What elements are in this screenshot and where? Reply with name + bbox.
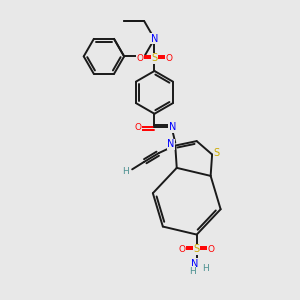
Text: O: O — [136, 54, 143, 63]
Text: O: O — [179, 245, 186, 254]
Text: O: O — [208, 245, 214, 254]
Text: N: N — [151, 34, 158, 44]
Text: N: N — [167, 139, 175, 149]
Text: O: O — [135, 123, 142, 132]
Text: S: S — [194, 244, 200, 254]
Text: H: H — [202, 264, 209, 273]
Text: H: H — [122, 167, 129, 176]
Text: S: S — [152, 53, 158, 63]
Text: O: O — [166, 54, 173, 63]
Text: S: S — [214, 148, 220, 158]
Text: N: N — [191, 259, 198, 269]
Text: N: N — [169, 122, 176, 132]
Text: H: H — [189, 267, 196, 276]
